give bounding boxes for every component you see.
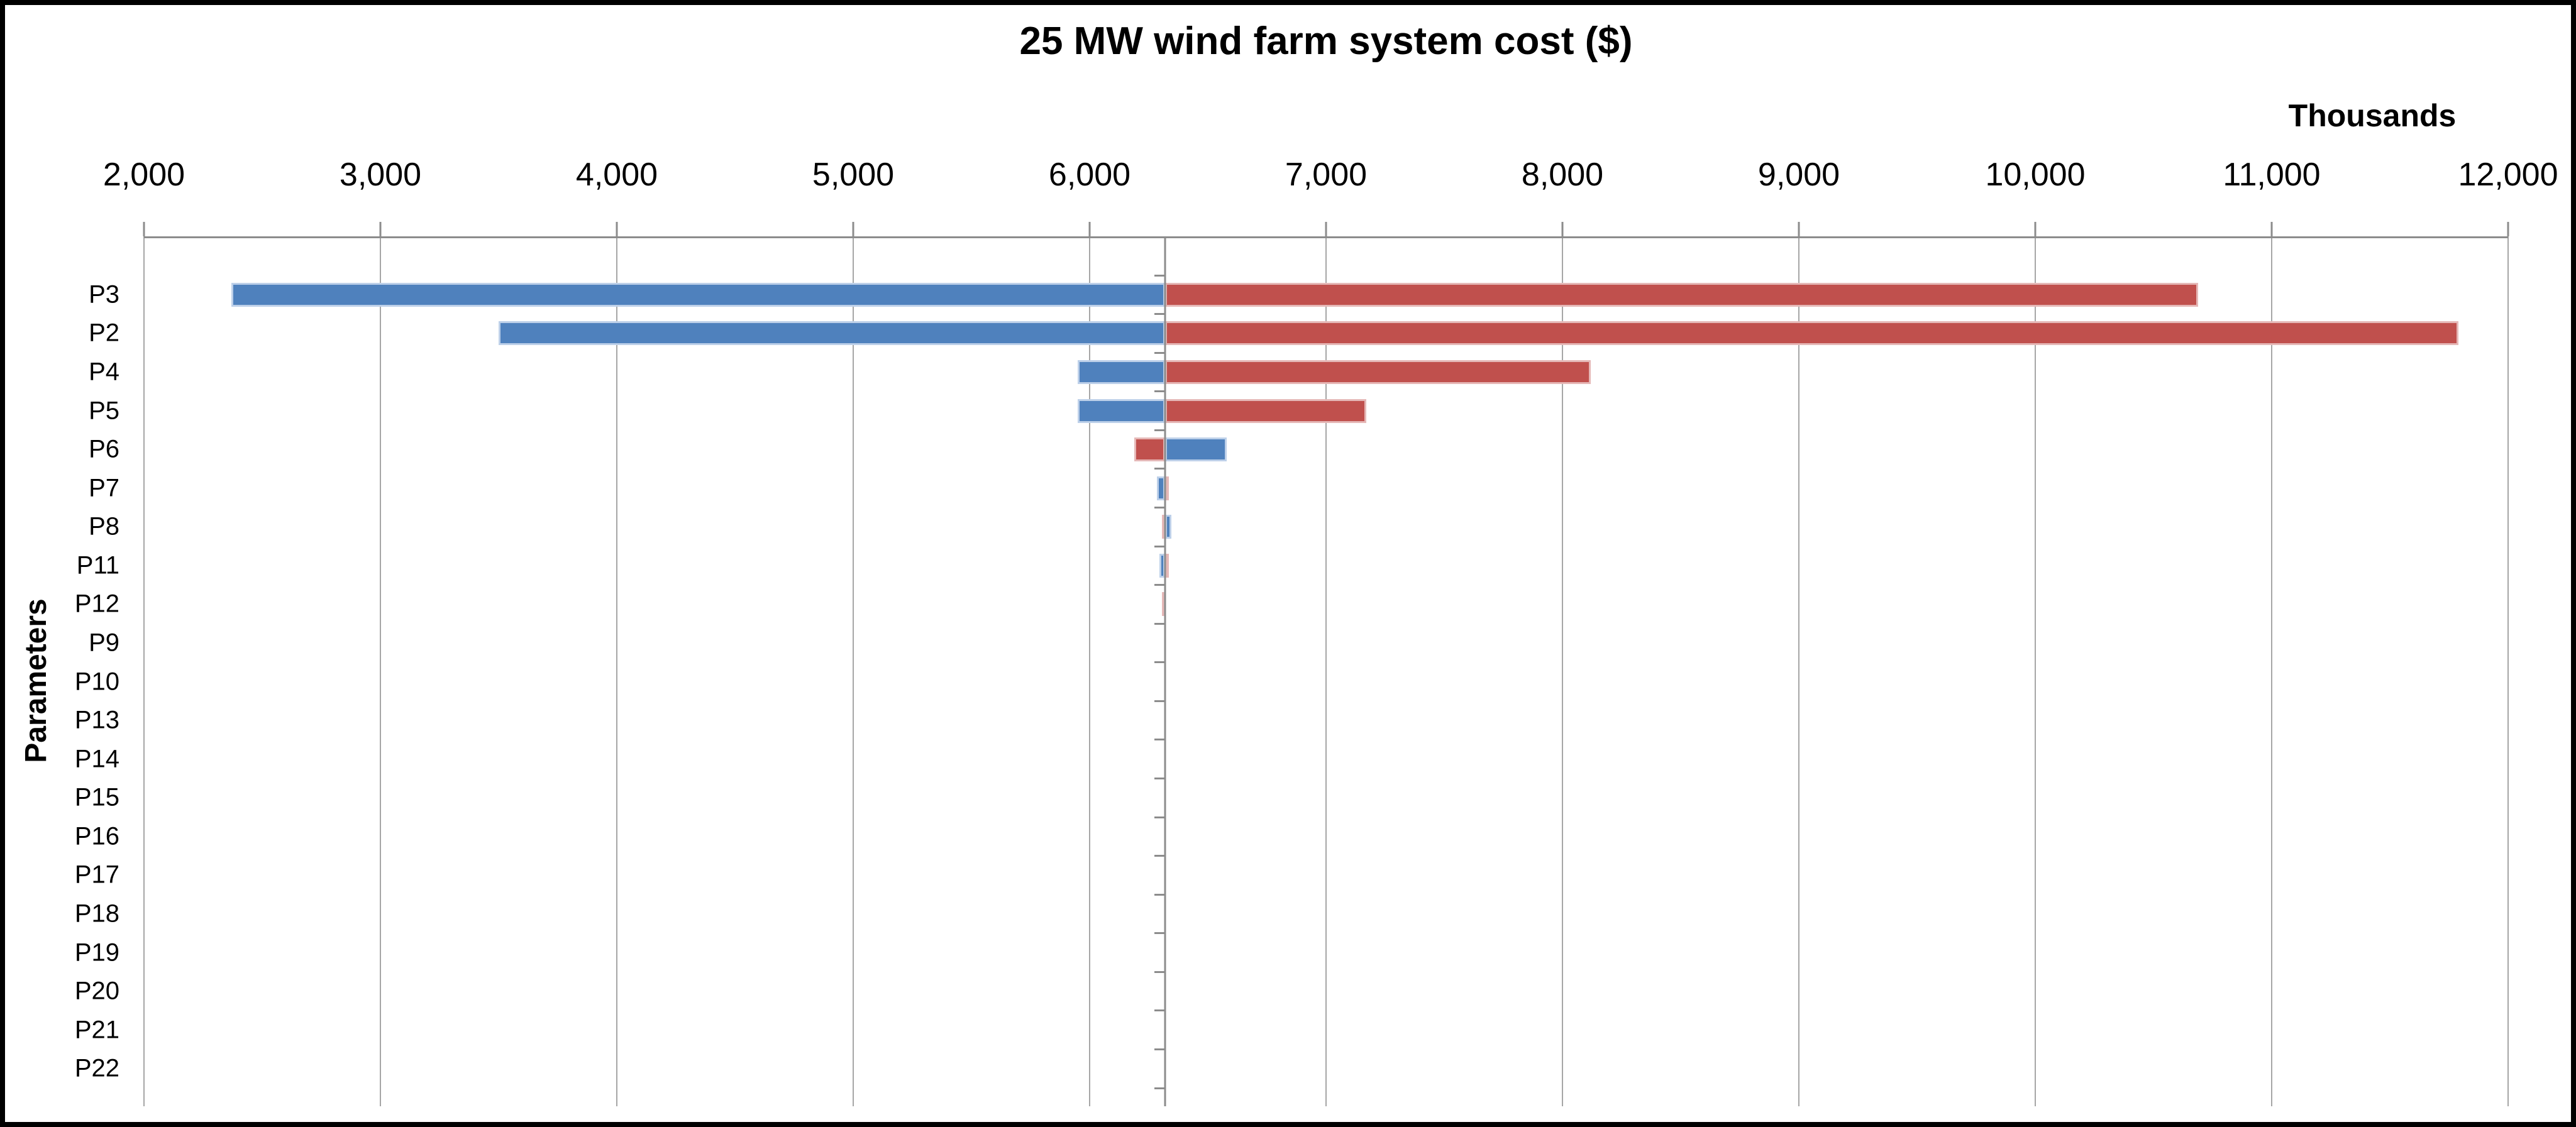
value-axis-tick [2034, 222, 2037, 236]
bar-P6-right-blue [1165, 437, 1227, 462]
category-axis-tick [1154, 777, 1166, 779]
value-axis-tick [1325, 222, 1327, 236]
value-axis-tick-label: 3,000 [339, 157, 422, 193]
value-axis-line [144, 236, 2508, 238]
category-label-P12: P12 [74, 590, 119, 618]
category-label-P15: P15 [74, 783, 119, 811]
category-label-P3: P3 [89, 280, 119, 309]
category-label-P6: P6 [89, 435, 119, 463]
value-axis-tick [143, 222, 145, 236]
baseline-axis [1164, 236, 1166, 1106]
bar-P4-left-blue [1078, 360, 1166, 384]
gridline-11000 [2271, 236, 2272, 1106]
bar-P3-right-red [1165, 282, 2199, 307]
bar-P6-left-red [1134, 437, 1166, 462]
value-axis-tick [1561, 222, 1564, 236]
category-label-P19: P19 [74, 938, 119, 966]
category-axis-tick [1154, 622, 1166, 625]
bar-P7-left-blue [1157, 476, 1166, 500]
gridline-3000 [380, 236, 381, 1106]
gridline-4000 [616, 236, 617, 1106]
category-axis-tick [1154, 970, 1166, 973]
category-label-P13: P13 [74, 706, 119, 734]
gridline-8000 [1562, 236, 1563, 1106]
category-axis-tick [1154, 1087, 1166, 1089]
value-axis-tick [852, 222, 854, 236]
category-axis-tick [1154, 313, 1166, 316]
category-axis-tick [1154, 893, 1166, 896]
category-axis-tick [1154, 816, 1166, 818]
value-axis-tick-label: 6,000 [1048, 157, 1131, 193]
category-label-P20: P20 [74, 977, 119, 1005]
bar-P11-left-blue [1159, 553, 1166, 578]
category-axis-tick [1154, 468, 1166, 470]
bar-P8-right-blue [1165, 515, 1171, 539]
plot-area: 2,000 3,000 4,000 5,000 6,000 7,000 8,000 9,000… [103, 157, 2558, 1106]
category-axis-tick [1154, 351, 1166, 354]
category-label-P8: P8 [89, 512, 119, 541]
value-axis-tick [1798, 222, 1800, 236]
category-axis-tick [1154, 429, 1166, 431]
value-axis-tick-label: 12,000 [2458, 157, 2558, 193]
axis-unit-label: Thousands [2288, 98, 2457, 133]
value-axis-tick-label: 10,000 [1985, 157, 2086, 193]
category-label-P11: P11 [76, 551, 119, 580]
category-label-P16: P16 [74, 822, 119, 850]
value-axis-tick [1088, 222, 1091, 236]
category-label-P22: P22 [74, 1054, 119, 1082]
category-axis-tick [1154, 1009, 1166, 1012]
category-axis-tick [1154, 855, 1166, 857]
bar-P11-right-red [1165, 553, 1169, 578]
category-label-P9: P9 [89, 629, 119, 657]
value-axis-tick [379, 222, 382, 236]
category-axis-tick [1154, 506, 1166, 509]
chart-title: 25 MW wind farm system cost ($) [1019, 19, 1633, 63]
bar-P7-right-red [1165, 476, 1169, 500]
gridline-5000 [853, 236, 854, 1106]
category-label-P5: P5 [89, 397, 119, 424]
category-label-P2: P2 [89, 319, 119, 347]
category-axis-tick [1154, 390, 1166, 393]
gridline-12000 [2507, 236, 2509, 1106]
category-axis-tick [1154, 932, 1166, 935]
category-axis-tick [1154, 661, 1166, 664]
value-axis-tick-label: 2,000 [102, 157, 185, 193]
bar-P5-right-red [1165, 399, 1366, 423]
bar-P2-right-red [1165, 321, 2459, 346]
bar-P4-right-red [1165, 360, 1591, 384]
value-axis-tick [616, 222, 618, 236]
gridline-6000 [1089, 236, 1090, 1106]
category-label-P17: P17 [74, 860, 119, 889]
category-axis-tick [1154, 584, 1166, 586]
gridline-10000 [2035, 236, 2036, 1106]
value-axis-tick-label: 9,000 [1757, 157, 1840, 193]
value-axis-tick-label: 4,000 [575, 157, 658, 193]
value-axis-tick [2507, 222, 2509, 236]
value-axis-tick [2270, 222, 2273, 236]
category-axis-tick [1154, 1048, 1166, 1050]
category-label-P7: P7 [89, 474, 119, 502]
gridline-7000 [1325, 236, 1327, 1106]
bar-P3-left-blue [231, 282, 1166, 307]
category-axis-labels: P3 P2 P4 P5 P6 P7 P8 P11 P12 P9 P10 P13 P14 P15 P16 P17… [5, 236, 123, 1106]
value-axis-tick-label: 7,000 [1285, 157, 1368, 193]
category-axis-tick [1154, 274, 1166, 277]
category-axis-tick [1154, 545, 1166, 547]
category-label-P4: P4 [89, 358, 119, 386]
category-axis-tick [1154, 700, 1166, 702]
category-label-P18: P18 [74, 899, 119, 928]
value-axis-tick-label: 5,000 [812, 157, 895, 193]
category-axis-tick [1154, 739, 1166, 741]
category-label-P10: P10 [74, 668, 119, 695]
category-label-P21: P21 [74, 1016, 119, 1044]
gridline-9000 [1798, 236, 1799, 1106]
category-label-P14: P14 [74, 745, 119, 773]
value-axis-tick-label: 11,000 [2223, 157, 2321, 193]
bar-P5-left-blue [1078, 399, 1166, 423]
value-axis-tick-label: 8,000 [1521, 157, 1604, 193]
gridline-2000 [143, 236, 145, 1106]
bar-P2-left-blue [499, 321, 1166, 346]
